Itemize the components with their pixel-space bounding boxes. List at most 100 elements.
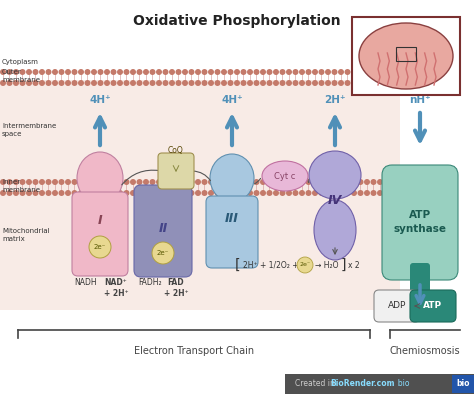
Circle shape [338,190,344,196]
Circle shape [331,190,337,196]
Circle shape [273,190,279,196]
Circle shape [221,179,227,185]
Circle shape [364,179,370,185]
Circle shape [72,190,78,196]
Circle shape [175,179,182,185]
Circle shape [383,190,390,196]
Circle shape [371,190,376,196]
Circle shape [110,190,117,196]
Circle shape [98,179,103,185]
Text: Cytoplasm: Cytoplasm [2,59,39,65]
Circle shape [371,69,376,75]
Circle shape [0,69,6,75]
Circle shape [124,80,129,86]
Circle shape [78,80,84,86]
Circle shape [175,190,182,196]
Circle shape [221,190,227,196]
Circle shape [58,69,64,75]
Circle shape [0,179,6,185]
Text: 2e⁻: 2e⁻ [300,262,310,268]
Circle shape [182,190,188,196]
Text: Mitochondrial
matrix: Mitochondrial matrix [2,228,50,242]
Circle shape [364,69,370,75]
Text: 2H⁺: 2H⁺ [324,95,346,105]
Circle shape [208,80,214,86]
Circle shape [91,179,97,185]
Circle shape [325,80,331,86]
Circle shape [215,179,220,185]
Bar [396,47,416,61]
Text: 4H⁺: 4H⁺ [89,95,111,105]
Circle shape [189,179,194,185]
Circle shape [182,69,188,75]
Circle shape [117,80,123,86]
Circle shape [163,190,168,196]
Ellipse shape [210,154,254,202]
Circle shape [377,69,383,75]
Circle shape [383,80,390,86]
Circle shape [33,80,38,86]
Circle shape [110,179,117,185]
Circle shape [195,179,201,185]
FancyBboxPatch shape [206,196,258,268]
Circle shape [110,69,117,75]
Circle shape [306,69,311,75]
Circle shape [84,69,91,75]
Text: FAD
+ 2H⁺: FAD + 2H⁺ [164,278,188,298]
Circle shape [143,179,149,185]
Circle shape [26,190,32,196]
Circle shape [215,69,220,75]
FancyBboxPatch shape [382,165,458,280]
Circle shape [383,69,390,75]
Circle shape [371,80,376,86]
Text: ATP: ATP [423,301,443,310]
Circle shape [228,69,234,75]
Circle shape [280,69,285,75]
Circle shape [26,69,32,75]
Text: Chemiosmosis: Chemiosmosis [390,346,460,356]
Circle shape [228,179,234,185]
Circle shape [331,69,337,75]
Circle shape [84,190,91,196]
Circle shape [319,80,325,86]
Text: Electron Transport Chain: Electron Transport Chain [134,346,254,356]
Circle shape [7,190,12,196]
Circle shape [234,80,240,86]
Circle shape [306,80,311,86]
Circle shape [254,179,259,185]
Circle shape [240,80,246,86]
Text: Cyt c: Cyt c [274,171,296,180]
Circle shape [297,257,313,273]
Text: NAD⁺
+ 2H⁺: NAD⁺ + 2H⁺ [104,278,128,298]
Circle shape [306,179,311,185]
Circle shape [78,179,84,185]
Text: ]: ] [341,258,346,272]
Circle shape [156,69,162,75]
Circle shape [325,69,331,75]
Circle shape [280,80,285,86]
Circle shape [52,179,58,185]
Circle shape [26,80,32,86]
Circle shape [396,80,402,86]
Circle shape [39,179,45,185]
Circle shape [357,179,364,185]
Circle shape [169,190,175,196]
Circle shape [163,69,168,75]
Circle shape [228,190,234,196]
Circle shape [299,80,305,86]
Text: 4H⁺: 4H⁺ [221,95,243,105]
Circle shape [273,69,279,75]
FancyBboxPatch shape [134,185,192,277]
Text: [: [ [235,258,240,272]
Bar [352,17,460,95]
Circle shape [195,69,201,75]
Circle shape [189,69,194,75]
Circle shape [234,179,240,185]
Circle shape [58,179,64,185]
Text: NADH: NADH [75,278,97,287]
Circle shape [98,69,103,75]
Circle shape [273,80,279,86]
Circle shape [331,80,337,86]
Text: 2H⁺ + 1/2O₂ +: 2H⁺ + 1/2O₂ + [243,260,299,269]
Circle shape [234,190,240,196]
